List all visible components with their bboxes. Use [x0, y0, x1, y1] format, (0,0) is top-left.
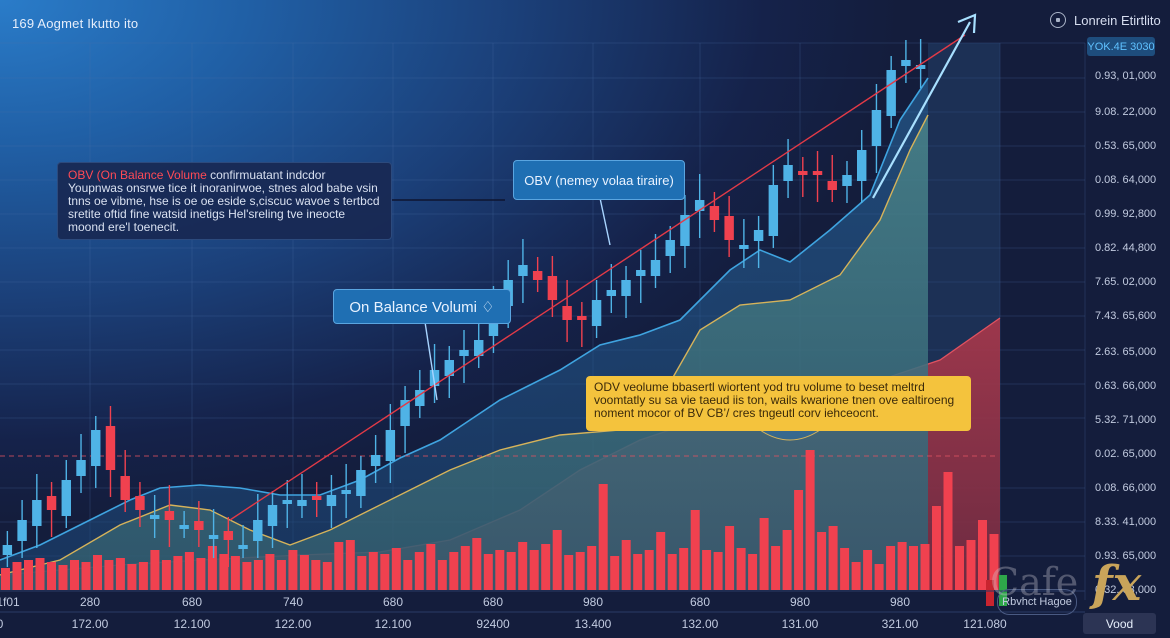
- x-tick-label: 740: [282, 595, 304, 609]
- x-tick-label: 92400: [476, 617, 510, 631]
- volume-bars: [1, 450, 999, 590]
- settings-circle-icon[interactable]: [1050, 12, 1066, 28]
- ma-line: [0, 114, 929, 576]
- callout-highlight: OBV (On Balance Volume: [68, 168, 207, 182]
- x-tick-label: 680: [482, 595, 504, 609]
- x-tick-label: 172.00: [71, 617, 109, 631]
- x-tick-label: 12.100: [173, 617, 211, 631]
- x-tick-label: 132.00: [681, 617, 719, 631]
- x-tick-label: 121.080: [963, 617, 1007, 631]
- x-tick-label: 980: [582, 595, 604, 609]
- arrow-up-right-icon: [872, 13, 977, 199]
- x-tick-label: 680: [181, 595, 203, 609]
- y-tick-label: 7.65. 02,000: [1095, 276, 1157, 288]
- y-tick-label: 5.32. 71,000: [1095, 414, 1157, 426]
- y-tick-label: 0.93, 01,000: [1095, 70, 1157, 82]
- y-tick-label: 0.08. 64,000: [1095, 174, 1157, 186]
- x-tick-label: 321.00: [881, 617, 919, 631]
- top-right-label: Lonrein Etirtlito: [1074, 12, 1161, 28]
- x-tick-label: 13.400: [574, 617, 612, 631]
- watermark-fx-logo: fx: [1092, 556, 1142, 612]
- callout-body: Youpnwas onsrwe tice it inoranirwoe, stn…: [68, 181, 380, 234]
- obv-description-callout: OBV (On Balance Volume confirmuatant ind…: [57, 162, 392, 240]
- volume-button[interactable]: Vood: [1083, 613, 1156, 634]
- y-tick-label: 0.63. 66,000: [1095, 380, 1157, 392]
- y-tick-label: 0.99. 92,800: [1095, 208, 1157, 220]
- y-tick-label: 8.33. 41,000: [1095, 516, 1157, 528]
- obv-note-callout: ODV veolume bbasertl wiortent yod tru vo…: [586, 376, 971, 431]
- callout-title-rest: confirmuatant indcdor: [206, 168, 326, 182]
- y-tick-label: 0.82. 44,800: [1095, 242, 1157, 254]
- y-tick-label: 0.53. 65,000: [1095, 140, 1157, 152]
- x-axis-row-1: 1f01 280 680 740 680 680 980 680 980 980: [0, 595, 1000, 611]
- x-tick-label: 980: [789, 595, 811, 609]
- y-tick-label: 9.08. 22,000: [1095, 106, 1157, 118]
- x-tick-label: 122.00: [274, 617, 312, 631]
- x-tick-label: 1f01: [0, 595, 20, 609]
- x-axis-row-2: 0 172.00 12.100 122.00 12.100 92400 13.400 132.…: [0, 617, 1007, 633]
- x-tick-label: 680: [382, 595, 404, 609]
- ticker-badge[interactable]: YOK.4E 3030: [1087, 37, 1155, 56]
- x-tick-label: 980: [889, 595, 911, 609]
- y-tick-label: 0.02. 65,000: [1095, 448, 1157, 460]
- x-tick-label: 680: [689, 595, 711, 609]
- top-right-menu[interactable]: Lonrein Etirtlito: [1050, 12, 1161, 28]
- x-tick-label: 12.100: [374, 617, 412, 631]
- trend-line: [229, 34, 966, 521]
- chart-title: 169 Aogmet Ikutto ito: [12, 16, 139, 31]
- legend-pill[interactable]: Rbvhct Hagoe: [997, 589, 1077, 615]
- x-tick-label: 0: [0, 617, 3, 631]
- y-tick-label: 0.08. 66,000: [1095, 482, 1157, 494]
- on-balance-volume-callout: On Balance Volumi ♢: [333, 289, 511, 324]
- y-tick-label: 0.32. 63,000: [1095, 584, 1157, 596]
- obv-label-callout: OBV (nemey volaa tiraire): [513, 160, 685, 200]
- y-tick-label: 7.43. 65,600: [1095, 310, 1157, 322]
- y-tick-label: 2.63. 65,000: [1095, 346, 1157, 358]
- y-tick-label: 0.93. 65,000: [1095, 550, 1157, 562]
- x-tick-label: 280: [79, 595, 101, 609]
- candlesticks: [2, 39, 926, 567]
- obv-line: [0, 77, 929, 561]
- x-tick-label: 131.00: [781, 617, 819, 631]
- watermark-text: Cafe: [990, 560, 1079, 604]
- ma-area: [0, 115, 928, 590]
